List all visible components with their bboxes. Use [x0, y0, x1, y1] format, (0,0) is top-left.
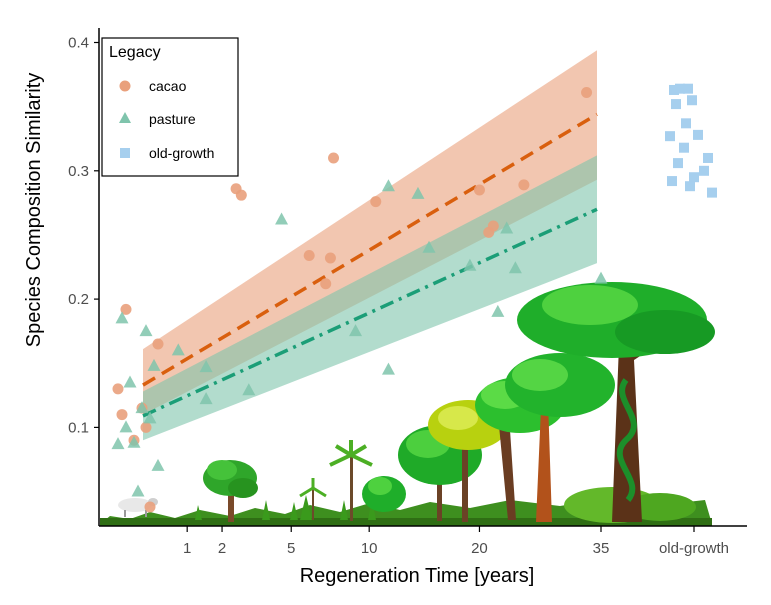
x-tick-label: 1	[183, 540, 191, 557]
cacao-point	[473, 184, 485, 196]
pasture-point	[381, 362, 395, 375]
pasture-point	[127, 435, 141, 448]
pasture-point	[491, 304, 505, 317]
pasture-point	[171, 343, 185, 356]
x-tick-label: 5	[287, 540, 295, 557]
forest-succession-illustration	[100, 282, 715, 526]
x-tick-label: 10	[361, 540, 378, 557]
y-axis-ticks: 0.1 0.2 0.3 0.4	[68, 35, 99, 436]
old-growth-point	[699, 165, 709, 176]
old-growth-point	[703, 152, 713, 163]
legend-old-growth-label: old-growth	[149, 145, 214, 161]
legend-pasture-marker	[119, 112, 131, 123]
old-growth-point	[689, 172, 699, 183]
old-growth-point	[671, 99, 681, 110]
y-tick-label: 0.2	[68, 291, 89, 308]
old-growth-point	[681, 118, 691, 129]
old-growth-point	[667, 176, 677, 187]
legend-old-growth-marker	[120, 148, 130, 158]
y-tick-label: 0.3	[68, 163, 89, 180]
old-growth-point	[673, 158, 683, 169]
legend-title: Legacy	[109, 44, 161, 61]
pasture-point	[115, 311, 129, 324]
cacao-point	[144, 501, 156, 513]
pasture-point	[594, 271, 608, 284]
cacao-point	[328, 152, 340, 164]
pasture-point	[242, 383, 256, 396]
y-tick-label: 0.4	[68, 35, 89, 52]
pasture-point	[139, 324, 153, 337]
pasture-point	[381, 179, 395, 192]
legend-cacao-label: cacao	[149, 78, 187, 94]
cacao-point	[116, 409, 128, 421]
y-axis-title: Species Composition Similarity	[23, 73, 45, 348]
old-growth-point	[669, 84, 679, 95]
x-tick-label: 20	[471, 540, 488, 557]
pasture-point	[500, 221, 514, 234]
cacao-point	[303, 249, 315, 261]
old-growth-point	[679, 142, 689, 153]
cacao-point	[518, 179, 530, 191]
legend-pasture-label: pasture	[149, 111, 196, 127]
legend: Legacy cacao pasture old-growth	[101, 37, 239, 177]
pasture-point	[199, 392, 213, 405]
x-tick-label: 2	[218, 540, 226, 557]
old-growth-point	[693, 129, 703, 140]
cacao-point	[370, 196, 382, 208]
pasture-point	[199, 360, 213, 373]
cacao-point	[581, 87, 593, 99]
cacao-point	[120, 303, 132, 315]
pasture-point	[147, 358, 161, 371]
cacao-point	[487, 220, 499, 232]
pasture-point	[143, 411, 157, 424]
pasture-confidence-band	[143, 155, 597, 441]
old-growth-point	[683, 83, 693, 94]
old-growth-point	[707, 187, 717, 198]
pasture-point	[411, 186, 425, 199]
cacao-point	[320, 278, 332, 290]
data-points	[111, 83, 717, 513]
x-axis-title: Regeneration Time [years]	[300, 565, 535, 587]
old-growth-point	[687, 95, 697, 106]
old-growth-point	[665, 131, 675, 142]
pasture-point	[349, 324, 363, 337]
pasture-point	[463, 258, 477, 271]
x-tick-label: 35	[593, 540, 610, 557]
old-growth-point	[675, 83, 685, 94]
old-growth-point	[685, 181, 695, 192]
cacao-point	[112, 383, 124, 395]
legend-cacao-marker	[119, 80, 131, 92]
pasture-point	[119, 420, 133, 433]
pasture-point	[123, 375, 137, 388]
pasture-point	[151, 458, 165, 471]
cacao-trend-line	[142, 112, 598, 387]
pasture-point	[275, 212, 289, 225]
pasture-point	[111, 437, 125, 450]
cacao-point	[140, 421, 152, 433]
cacao-point	[324, 252, 336, 264]
cacao-confidence-band	[143, 50, 597, 415]
pasture-point	[135, 401, 149, 414]
pasture-trend-line	[142, 207, 598, 418]
pasture-point	[131, 484, 145, 497]
x-tick-label-old-growth: old-growth	[659, 540, 729, 557]
pasture-point	[422, 240, 436, 253]
cacao-point	[152, 338, 164, 350]
x-axis-ticks: 1 2 5 10 20 35 old-growth	[183, 526, 729, 557]
pasture-point	[508, 261, 522, 274]
cacao-point	[235, 189, 247, 201]
y-tick-label: 0.1	[68, 419, 89, 436]
